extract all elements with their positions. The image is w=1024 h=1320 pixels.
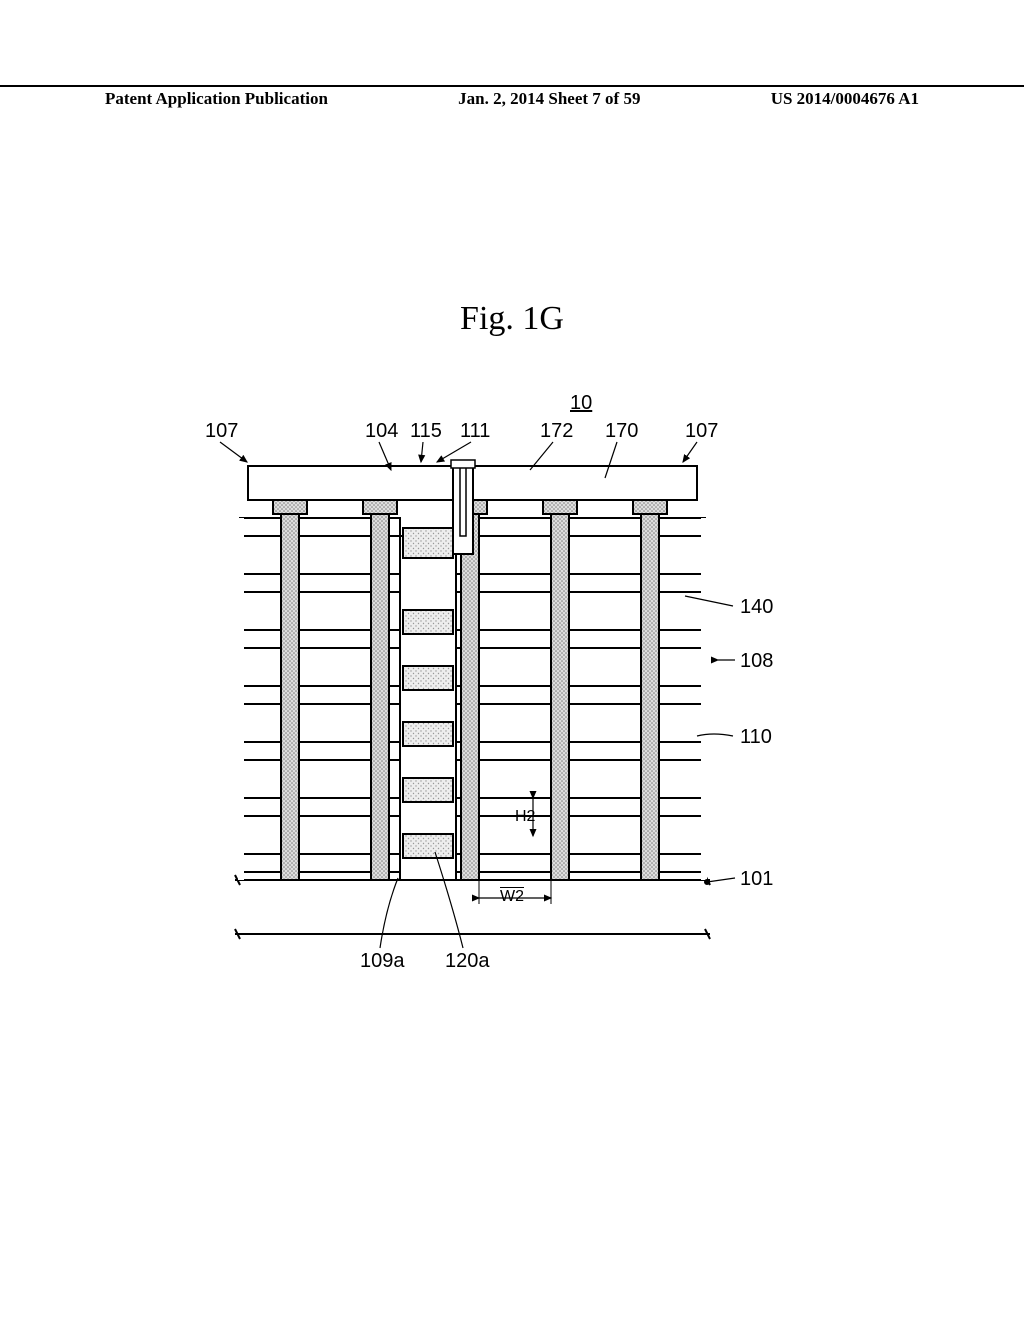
dim-h2: H2 xyxy=(515,808,535,826)
ref-170: 170 xyxy=(605,420,638,443)
ref-101: 101 xyxy=(740,868,773,891)
header-right: US 2014/0004676 A1 xyxy=(771,89,919,109)
ref-109a: 109a xyxy=(360,950,405,973)
ref-110: 110 xyxy=(740,726,772,749)
dim-w2: W2 xyxy=(500,888,524,906)
structure-ref: 10 xyxy=(570,392,592,415)
ref-107-right: 107 xyxy=(685,420,718,443)
ref-108: 108 xyxy=(740,650,773,673)
ref-115: 115 xyxy=(410,420,442,443)
figure-title: Fig. 1G xyxy=(0,300,1024,338)
ref-111: 111 xyxy=(460,420,490,443)
ref-104: 104 xyxy=(365,420,398,443)
header-left: Patent Application Publication xyxy=(105,89,328,109)
header-center: Jan. 2, 2014 Sheet 7 of 59 xyxy=(458,89,640,109)
ref-120a: 120a xyxy=(445,950,490,973)
ref-107-left: 107 xyxy=(205,420,238,443)
ref-140: 140 xyxy=(740,596,773,619)
figure-diagram: 107 104 115 111 172 170 107 10 140 108 1… xyxy=(185,400,875,960)
page-header: Patent Application Publication Jan. 2, 2… xyxy=(0,85,1024,109)
ref-172: 172 xyxy=(540,420,573,443)
